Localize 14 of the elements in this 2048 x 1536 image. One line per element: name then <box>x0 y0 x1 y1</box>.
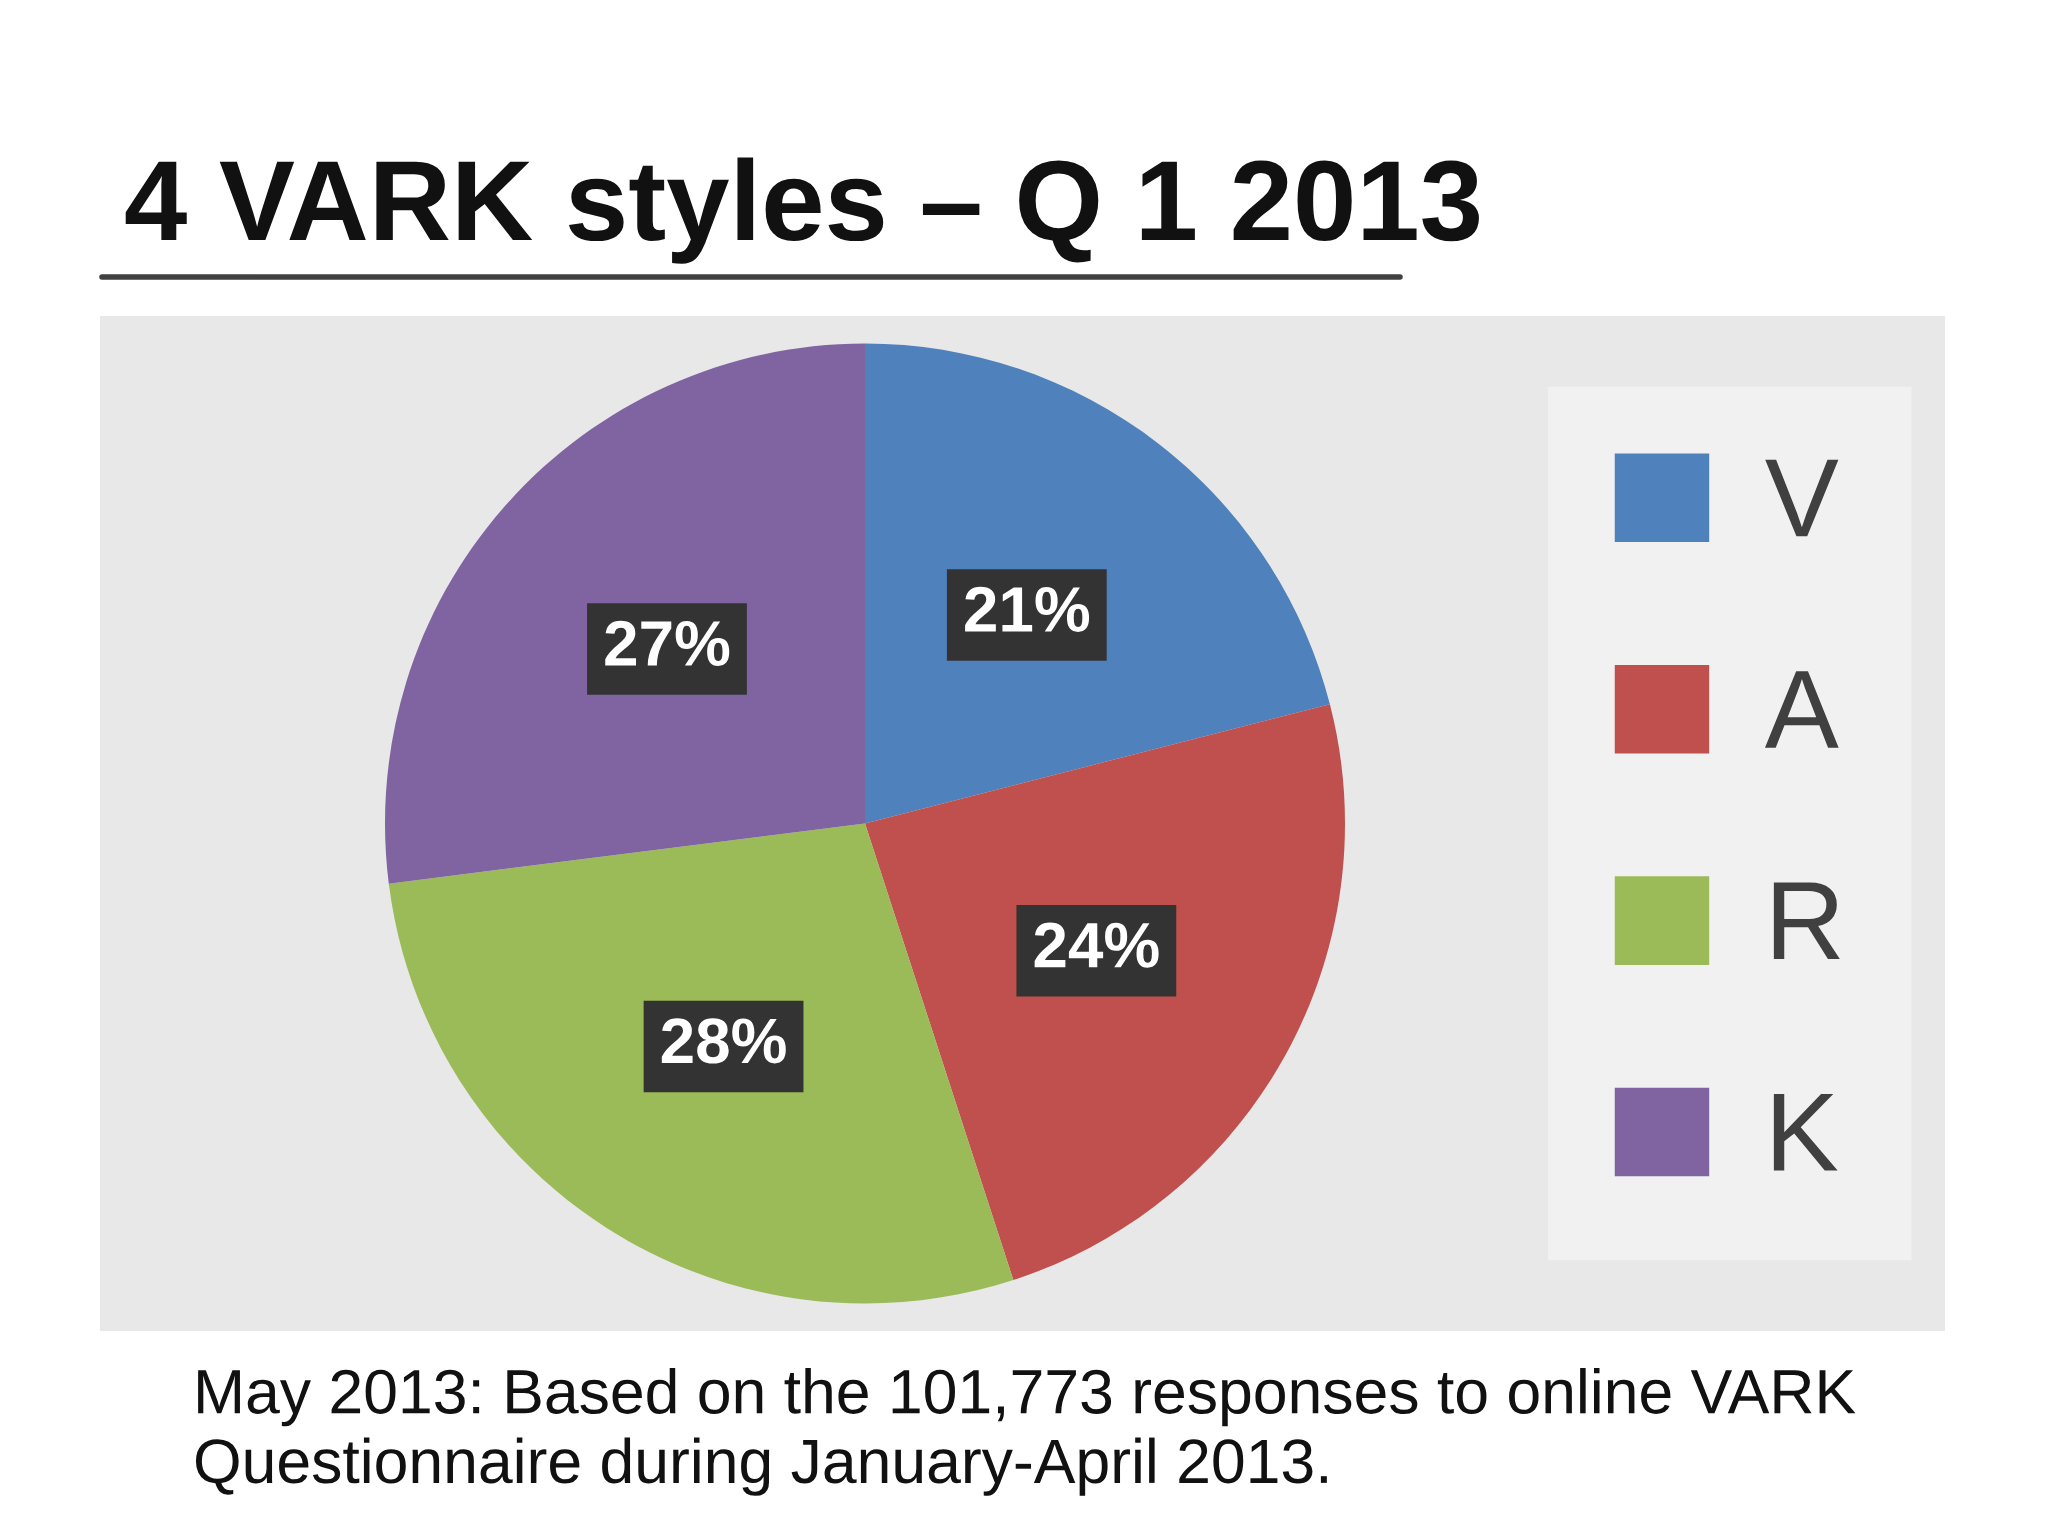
legend-label: K <box>1773 1094 1838 1171</box>
pie-slice <box>865 343 1330 824</box>
text: May 2013: Based on the 101,773 responses to online VARK Questionnaire during January-April 2013. <box>195 1368 1856 1496</box>
pie-slice <box>865 704 1345 1281</box>
legend-label: V <box>1765 459 1839 537</box>
data-label: 28% <box>661 1018 786 1064</box>
data-label: 27% <box>605 620 730 666</box>
legend-label: A <box>1764 671 1839 748</box>
pie-slice <box>388 823 1014 1304</box>
data-label: 24% <box>1034 922 1159 968</box>
legend-label: R <box>1773 882 1840 960</box>
pie-slice <box>385 343 865 884</box>
data-label: 21% <box>965 586 1090 632</box>
chart-title: 4 VARK styles – Q 1 2013 <box>125 157 1479 264</box>
